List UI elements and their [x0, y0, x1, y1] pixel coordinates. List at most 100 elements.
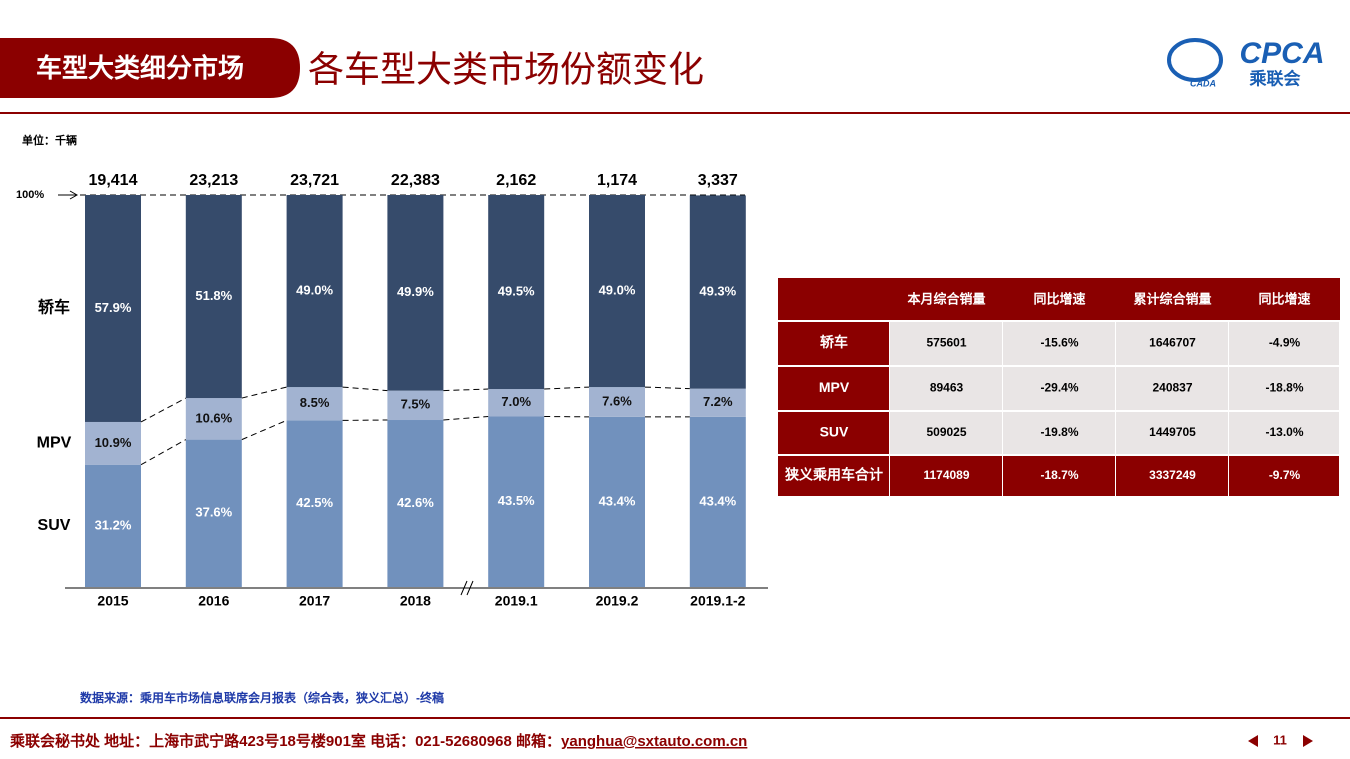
page-number: 11 — [1273, 732, 1287, 747]
data-label: 8.5% — [300, 395, 330, 410]
prev-button[interactable] — [1248, 735, 1258, 747]
logo-sub: 乘联会 — [1249, 68, 1301, 88]
connector — [644, 386, 690, 390]
footer-contact: 乘联会秘书处 地址：上海市武宁路423号18号楼901室 电话：021-5268… — [9, 732, 561, 750]
data-label: 10.9% — [95, 435, 132, 450]
top-label: 100% — [16, 189, 44, 201]
bar-segment — [185, 439, 242, 587]
data-label: 37.6% — [195, 505, 232, 520]
total-label: 22,383 — [391, 172, 440, 189]
connector — [140, 397, 187, 423]
connector — [544, 386, 590, 390]
bar-segment — [387, 420, 444, 587]
bar-segment — [689, 388, 746, 417]
source-note: 数据来源：乘用车市场信息联席会月报表（综合表，狭义汇总）-终稿 — [80, 690, 444, 705]
cell-bg — [1229, 412, 1339, 454]
row-label: 狭义乘用车合计 — [784, 467, 883, 483]
total-label: 1,174 — [597, 172, 637, 189]
bar-segment — [488, 389, 545, 417]
row-label-bg — [778, 412, 889, 454]
slide-title: 各车型大类市场份额变化 — [308, 49, 704, 90]
top-arrow — [58, 190, 79, 200]
section-tab — [0, 38, 300, 98]
total-label: 23,721 — [290, 172, 339, 189]
cell-bg — [1229, 367, 1339, 410]
column-header: 同比增速 — [1033, 291, 1085, 306]
x-tick-label: 2018 — [400, 593, 431, 609]
cell-bg — [1003, 322, 1115, 365]
bar-segment — [85, 464, 141, 587]
next-button[interactable] — [1303, 735, 1313, 747]
bar-segment — [589, 416, 645, 587]
section-title: 车型大类细分市场 — [36, 53, 244, 83]
cell-bg — [1116, 322, 1228, 365]
data-label: 31.2% — [95, 517, 132, 532]
data-label: 7.2% — [703, 394, 733, 409]
row-label: SUV — [820, 424, 849, 440]
cell: 1449705 — [1149, 425, 1196, 439]
row-label-bg — [778, 322, 889, 365]
data-label: 42.5% — [296, 495, 333, 510]
cell-bg — [890, 412, 1002, 454]
cell: 575601 — [926, 336, 966, 350]
cell: -15.6% — [1040, 336, 1078, 350]
cell-bg — [1116, 412, 1228, 454]
bar-segment — [387, 390, 444, 421]
cell-bg — [1229, 322, 1339, 365]
footer-email[interactable]: yanghua@sxtauto.com.cn — [561, 733, 747, 750]
x-tick-label: 2019.2 — [596, 593, 639, 609]
data-label: 7.0% — [501, 394, 531, 409]
bar-segment — [185, 195, 242, 399]
cell: -4.9% — [1269, 336, 1301, 350]
series-label: 轿车 — [38, 298, 70, 317]
row-label: 轿车 — [820, 334, 848, 350]
cell: 3337249 — [1149, 468, 1196, 482]
cell: 1174089 — [923, 468, 969, 482]
data-label: 51.8% — [195, 288, 232, 303]
x-tick-label: 2017 — [299, 593, 330, 609]
data-label: 49.5% — [498, 283, 535, 298]
cell: -18.7% — [1040, 468, 1078, 482]
bar-segment — [286, 387, 343, 421]
data-label: 10.6% — [195, 410, 232, 425]
x-tick-label: 2016 — [198, 593, 229, 609]
logo-small: CADA — [1190, 78, 1216, 88]
logo-mark — [1167, 38, 1223, 82]
bar-segment — [85, 195, 141, 422]
series-label: MPV — [37, 435, 72, 452]
cell: 1646707 — [1149, 336, 1196, 350]
row-label-bg — [778, 456, 889, 496]
data-label: 7.6% — [602, 393, 632, 408]
logo-text: CPCA — [1239, 37, 1324, 70]
column-header: 累计综合销量 — [1133, 291, 1211, 306]
cell: 89463 — [930, 381, 964, 395]
cell-bg — [1003, 456, 1115, 496]
data-label: 57.9% — [95, 300, 132, 315]
bar-segment — [286, 420, 343, 587]
bar-segment — [286, 195, 343, 388]
bar-segment — [387, 195, 444, 391]
total-label: 3,337 — [698, 172, 738, 189]
cell-bg — [890, 367, 1002, 410]
cell-bg — [890, 456, 1002, 496]
connector — [241, 419, 287, 441]
cell: -29.4% — [1040, 381, 1078, 395]
data-label: 49.3% — [699, 283, 736, 298]
data-label: 7.5% — [401, 397, 431, 412]
bar-segment — [689, 416, 746, 587]
cell: 509025 — [926, 425, 966, 439]
cell: -18.8% — [1265, 381, 1303, 395]
axis-break — [460, 580, 474, 596]
data-label: 49.0% — [296, 282, 333, 297]
x-tick-label: 2015 — [97, 593, 128, 609]
cell-bg — [1003, 412, 1115, 454]
cell-bg — [1116, 367, 1228, 410]
cell: -19.8% — [1040, 425, 1078, 439]
cell-bg — [890, 322, 1002, 365]
total-label: 19,414 — [89, 172, 138, 189]
connector — [342, 386, 388, 392]
bar-segment — [85, 421, 141, 465]
total-label: 23,213 — [189, 172, 238, 189]
